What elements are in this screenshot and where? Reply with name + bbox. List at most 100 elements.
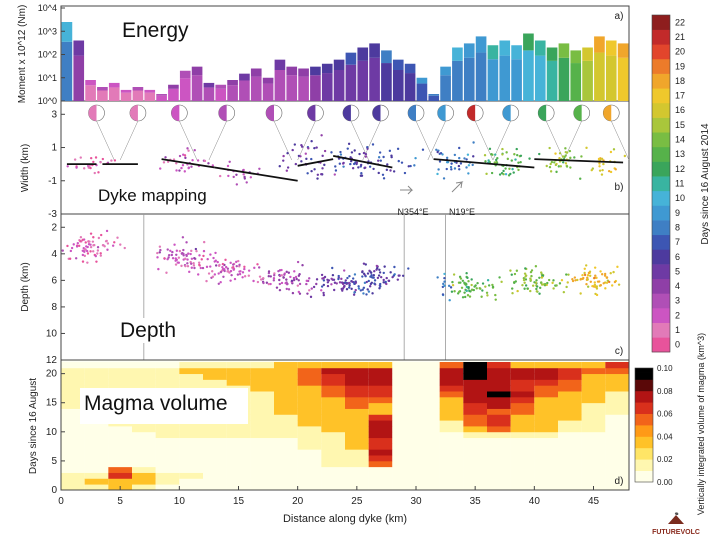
moment-bar [108, 87, 120, 101]
event-dot-c [377, 274, 381, 277]
heatmap-cell [203, 379, 227, 386]
heatmap-cell [558, 385, 582, 392]
event-dot-b [242, 173, 245, 176]
event-dot-c [595, 276, 598, 280]
event-dot-c [111, 244, 115, 247]
event-dot-c [94, 254, 97, 258]
event-dot-b [258, 167, 261, 170]
event-dot-c [546, 281, 549, 285]
event-dot-c [551, 281, 554, 285]
event-dot-c [353, 291, 356, 294]
event-dot-b [355, 161, 359, 164]
event-dot-c [326, 284, 330, 288]
event-dot-c [89, 245, 93, 249]
heatmap-cell [179, 431, 203, 439]
heatmap-cell [416, 367, 440, 375]
heatmap-cell [558, 367, 582, 375]
event-dot-c [609, 272, 612, 275]
event-dot-c [79, 236, 83, 239]
heatmap-cell [132, 449, 156, 456]
heatmap-cell [84, 455, 109, 462]
heatmap-cell [487, 455, 511, 462]
event-dot-c [452, 273, 456, 276]
event-dot-c [170, 253, 174, 257]
event-dot-b [392, 170, 396, 173]
event-dot-b [330, 151, 333, 154]
heatmap-cell [416, 408, 440, 415]
moment-bar [369, 57, 380, 101]
heatmap-cell [179, 373, 203, 380]
heatmap-cell [392, 385, 416, 392]
heatmap-cell [203, 362, 227, 369]
event-dot-c [538, 286, 542, 290]
event-dot-c [353, 273, 357, 276]
magma-colorbar-tick: 0.00 [657, 478, 673, 487]
moment-bar [274, 69, 286, 101]
heatmap-cell [321, 362, 345, 369]
beachball-leader [563, 120, 582, 161]
moment-bar [227, 85, 238, 101]
event-dot-c [297, 279, 300, 282]
heatmap-cell [250, 449, 274, 456]
event-dot-c [456, 292, 460, 295]
event-dot-b [467, 172, 470, 175]
event-dot-b [310, 157, 313, 161]
heatmap-cell [321, 443, 345, 450]
moment-bar [463, 57, 475, 101]
event-dot-c [211, 270, 214, 273]
event-dot-c [298, 282, 302, 286]
heatmap-cell [297, 478, 322, 485]
event-dot-c [182, 254, 185, 257]
moment-bar-segment [61, 21, 73, 42]
event-dot-c [530, 269, 534, 272]
heatmap-cell [179, 466, 203, 473]
event-dot-c [384, 280, 387, 284]
event-dot-b [450, 168, 453, 171]
heatmap-cell [510, 385, 535, 392]
event-dot-c [509, 269, 512, 272]
heatmap-cell [61, 396, 85, 404]
heatmap-cell [510, 466, 535, 473]
event-dot-c [222, 275, 225, 278]
heatmap-cell [510, 420, 535, 427]
event-dot-c [257, 266, 261, 269]
heatmap-cell [558, 402, 582, 409]
heatmap-cell [558, 391, 582, 398]
magma-colorbar-segment [635, 386, 653, 389]
beachball-leader [297, 120, 316, 161]
heatmap-cell [61, 373, 85, 380]
magma-colorbar-segment [635, 399, 653, 403]
heatmap-cell [274, 373, 298, 380]
event-dot-c [214, 264, 218, 267]
magma-colorbar-segment [635, 454, 653, 458]
mapped-dyke-segment [297, 158, 334, 167]
heatmap-cell [463, 379, 487, 386]
event-dot-c [450, 290, 454, 293]
heatmap-cell [534, 478, 558, 485]
heatmap-cell [274, 367, 298, 375]
event-dot-b [377, 156, 381, 159]
event-dot-c [491, 285, 495, 289]
event-dot-b [513, 153, 516, 156]
heatmap-cell [297, 449, 322, 456]
event-dot-b [385, 168, 389, 172]
heatmap-cell [274, 379, 298, 386]
event-dot-c [373, 282, 376, 285]
heatmap-cell [203, 443, 227, 450]
heatmap-cell [605, 426, 629, 433]
event-dot-c [351, 280, 354, 283]
event-dot-c [378, 271, 382, 274]
heatmap-cell [250, 362, 274, 369]
heatmap-cell [605, 402, 629, 409]
event-dot-c [470, 278, 473, 281]
heatmap-cell [61, 385, 85, 392]
heatmap-cell [321, 484, 345, 491]
event-dot-c [212, 256, 215, 260]
event-dot-b [339, 153, 343, 156]
heatmap-cell [368, 449, 393, 456]
heatmap-cell [558, 420, 582, 427]
day-colorbar-segment [652, 278, 670, 294]
moment-bar [239, 80, 250, 101]
event-dot-b [549, 162, 552, 166]
event-dot-b [334, 169, 338, 172]
